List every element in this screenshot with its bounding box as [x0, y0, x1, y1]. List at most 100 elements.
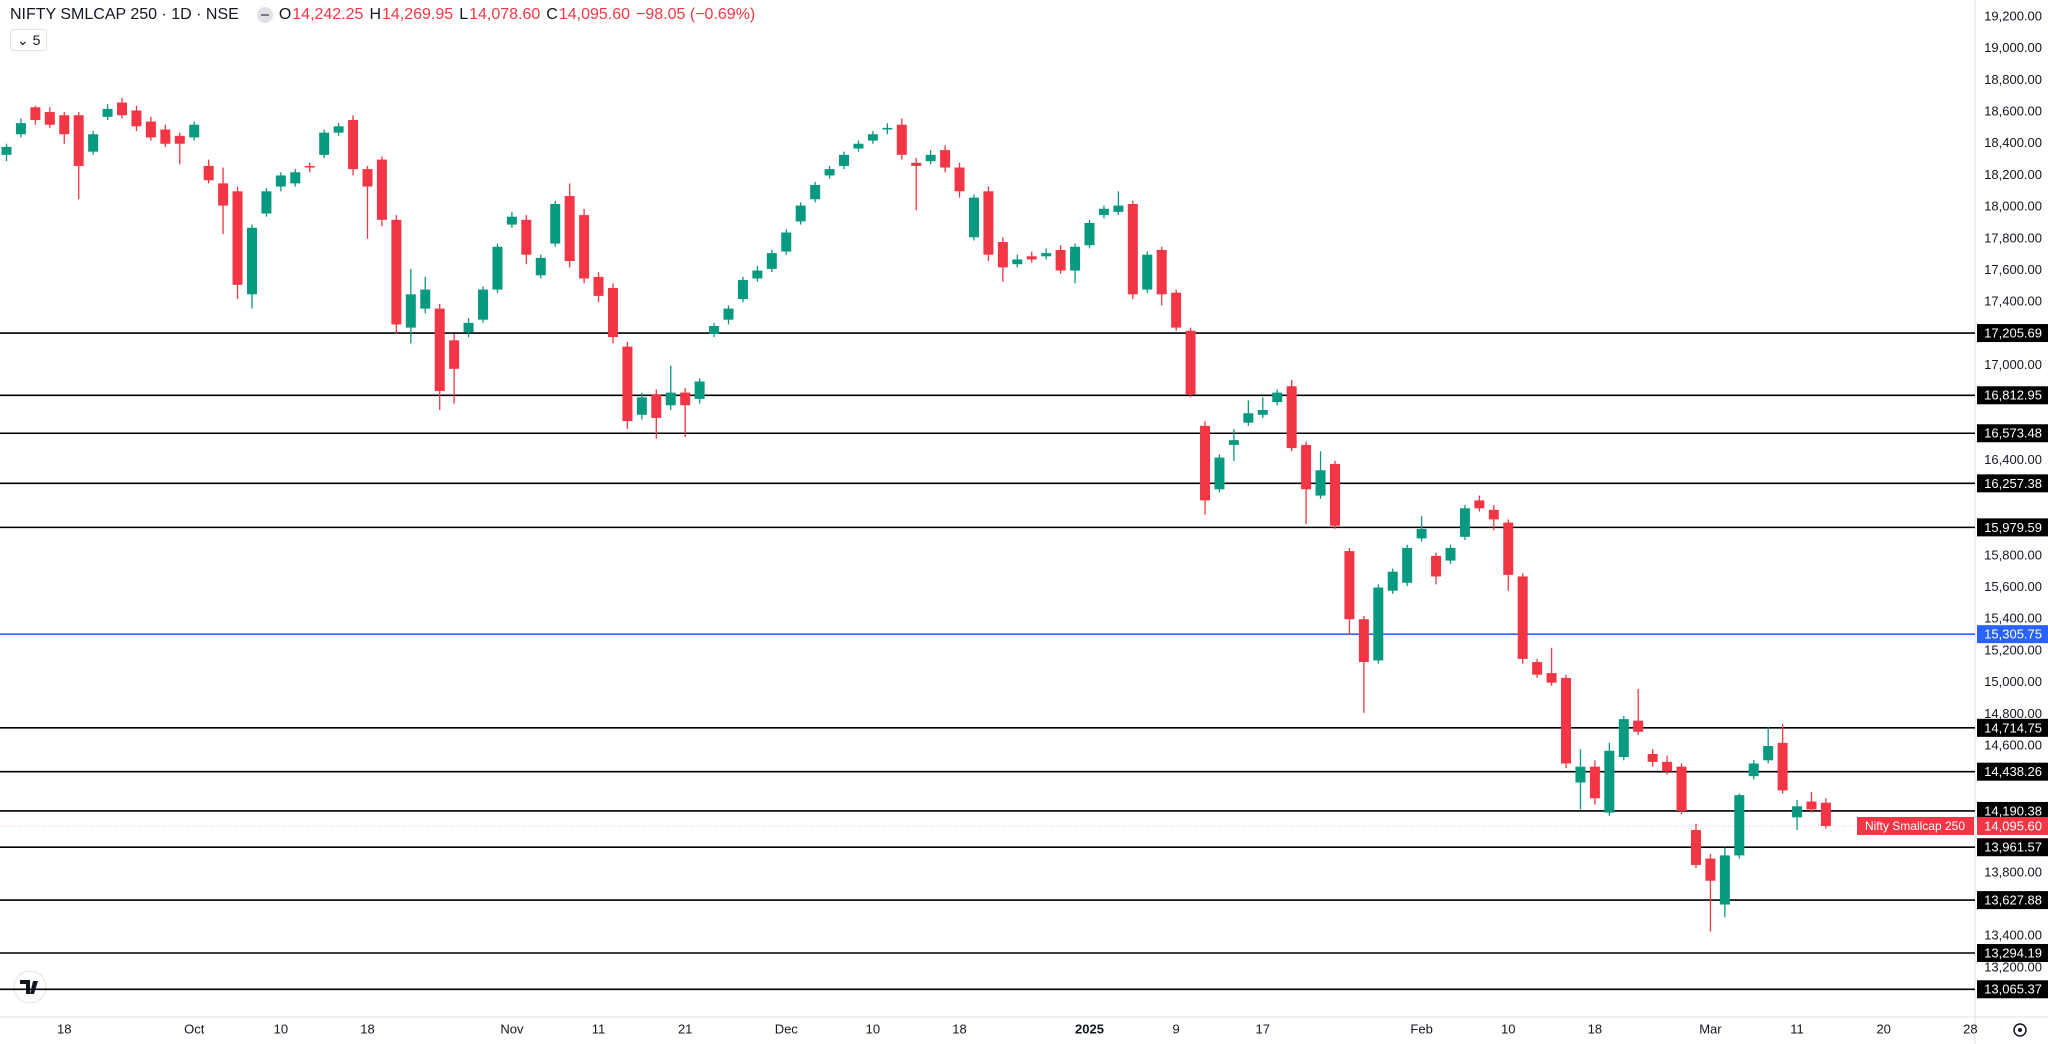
- last-price-label: 14,095.60: [1984, 818, 2042, 833]
- candle-body: [59, 115, 70, 135]
- x-tick-label: 18: [952, 1021, 966, 1036]
- y-tick-label: 18,200.00: [1984, 167, 2042, 182]
- x-tick-label: Dec: [775, 1021, 799, 1036]
- candle-body: [1806, 801, 1817, 810]
- candle-body: [1690, 830, 1701, 865]
- candle-body: [1561, 677, 1572, 764]
- candle-body: [795, 205, 806, 222]
- candle-body: [911, 162, 922, 166]
- candle-body: [376, 159, 387, 220]
- candle-body: [1, 146, 12, 155]
- candle-body: [1763, 746, 1774, 761]
- candle-body: [506, 216, 517, 225]
- candle-body: [709, 326, 720, 334]
- candle-body: [88, 134, 99, 152]
- candle-body: [766, 253, 777, 269]
- candle-body: [1416, 528, 1427, 539]
- level-label: 15,979.59: [1984, 520, 2042, 535]
- candle-body: [73, 115, 84, 166]
- ohlc-value: 14,242.25: [292, 6, 364, 23]
- candle-body: [579, 215, 590, 279]
- candle-body: [1633, 720, 1644, 732]
- candle-body: [954, 167, 965, 192]
- candle-body: [665, 392, 676, 406]
- x-tick-label: 17: [1256, 1021, 1270, 1036]
- candle-body: [30, 107, 41, 120]
- symbol-title[interactable]: NIFTY SMLCAP 250 · 1D · NSE: [10, 6, 239, 23]
- level-label-box: [1977, 386, 2048, 405]
- level-label: 17,205.69: [1984, 325, 2042, 340]
- candle-body: [694, 381, 705, 399]
- y-tick-label: 19,000.00: [1984, 40, 2042, 55]
- level-label-box: [1977, 424, 2048, 443]
- y-tick-label: 14,800.00: [1984, 706, 2042, 721]
- candle-body: [839, 154, 850, 166]
- candle-body: [102, 108, 113, 117]
- level-label-box: [1977, 838, 2048, 857]
- candle-body: [1459, 508, 1470, 537]
- indicator-toggle[interactable]: ⌄ 5: [10, 29, 48, 51]
- candle-body: [535, 257, 546, 276]
- candle-body: [1012, 259, 1023, 265]
- y-tick-label: 15,800.00: [1984, 547, 2042, 562]
- candle-body: [940, 150, 951, 168]
- ohlc-key: O: [278, 6, 292, 23]
- settings-icon[interactable]: [2013, 1023, 2027, 1037]
- candle-body: [131, 110, 142, 127]
- y-tick-label: 18,400.00: [1984, 135, 2042, 150]
- candle-body: [1200, 425, 1211, 501]
- candle-body: [405, 294, 416, 328]
- candle-body: [1358, 619, 1369, 663]
- candle-body: [1589, 766, 1600, 799]
- candle-body: [737, 280, 748, 300]
- candle-body: [564, 196, 575, 262]
- indicator-count: 5: [32, 32, 41, 48]
- y-tick-label: 18,800.00: [1984, 72, 2042, 87]
- y-tick-label: 15,400.00: [1984, 611, 2042, 626]
- candle-body: [449, 340, 460, 369]
- candle-body: [1748, 763, 1759, 777]
- level-label-box: [1977, 943, 2048, 962]
- candle-body: [1055, 249, 1066, 271]
- y-tick-label: 15,200.00: [1984, 642, 2042, 657]
- x-tick-label: 9: [1173, 1021, 1180, 1036]
- candle-body: [1792, 806, 1803, 818]
- candle-body: [348, 119, 359, 170]
- candle-body: [203, 165, 214, 181]
- level-label: 16,257.38: [1984, 476, 2042, 491]
- candle-body: [1185, 330, 1196, 395]
- candle-body: [1503, 522, 1514, 575]
- x-tick-label: 18: [57, 1021, 71, 1036]
- y-tick-label: 17,800.00: [1984, 230, 2042, 245]
- candle-body: [463, 322, 474, 333]
- candle-body: [781, 232, 792, 252]
- candle-body: [1431, 555, 1442, 577]
- candle-body: [997, 242, 1008, 268]
- candle-body: [1329, 463, 1340, 526]
- candle-body: [1286, 386, 1297, 449]
- level-label-box: [1977, 801, 2048, 820]
- ohlc-key: L: [459, 6, 469, 23]
- ohlc-value: 14,269.95: [382, 6, 454, 23]
- candle-body: [1084, 223, 1095, 246]
- status-icon: [256, 7, 273, 23]
- candle-body: [246, 227, 257, 295]
- level-label: 13,627.88: [1984, 893, 2042, 908]
- level-label-box: [1977, 891, 2048, 910]
- candle-body: [145, 121, 156, 138]
- candle-body: [117, 102, 128, 116]
- candle-body: [593, 276, 604, 296]
- x-tick-label: 11: [592, 1021, 606, 1036]
- candle-body: [1820, 802, 1831, 826]
- candle-body: [391, 219, 402, 325]
- candle-body: [362, 169, 373, 187]
- x-tick-label: 20: [1876, 1021, 1890, 1036]
- level-label-box: [1977, 625, 2048, 644]
- level-label-box: [1977, 980, 2048, 999]
- candle-body: [1474, 500, 1485, 509]
- series-name: Nifty Smallcap 250: [1865, 819, 1965, 833]
- candle-body: [174, 135, 185, 144]
- candle-body: [1373, 587, 1384, 661]
